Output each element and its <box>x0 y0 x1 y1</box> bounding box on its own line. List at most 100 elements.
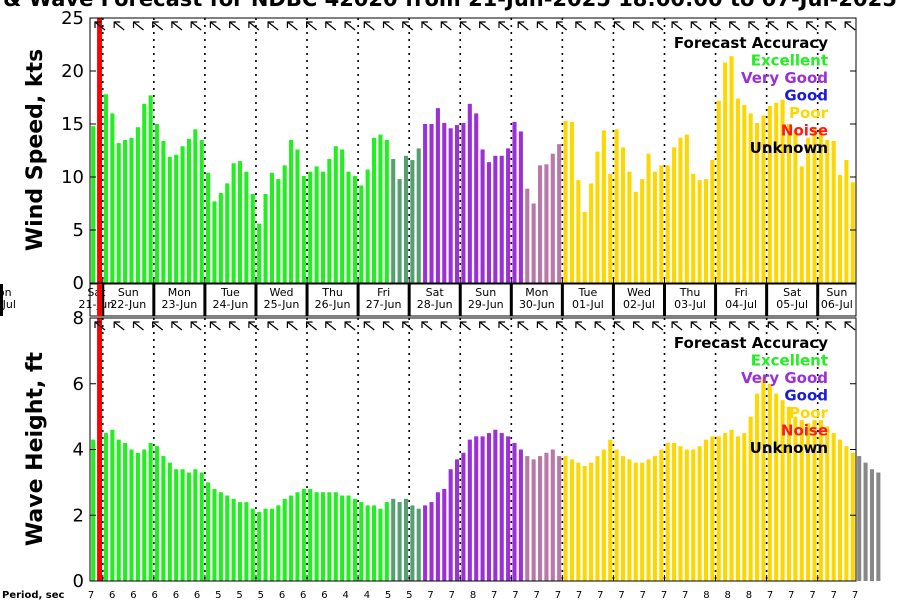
wind-bar <box>416 148 421 283</box>
wave-bar <box>365 505 370 581</box>
wave-bar <box>582 465 587 581</box>
wind-direction-arrow-icon <box>709 21 721 31</box>
date-label: 23-Jun <box>161 298 197 311</box>
wave-bar <box>237 502 243 581</box>
arrow-head <box>517 21 525 28</box>
day-divider <box>203 284 207 316</box>
wind-bar <box>365 169 370 283</box>
arrow-head <box>190 321 198 328</box>
wave-bar <box>282 498 287 581</box>
arrow-head <box>825 21 832 28</box>
wind-bar <box>257 223 262 283</box>
arrow-shaft <box>152 21 164 31</box>
arrow-shaft <box>652 21 664 31</box>
date-label: 27-Jun <box>366 298 402 311</box>
arrow-shaft <box>479 21 491 31</box>
wave-bar <box>372 505 377 581</box>
wind-direction-arrow-icon <box>498 21 510 31</box>
arrow-head <box>536 21 544 28</box>
wind-bar <box>506 148 511 283</box>
wave-bar <box>863 462 868 581</box>
wind-bar <box>435 108 440 283</box>
wave-bar <box>506 436 511 581</box>
wind-bar <box>448 128 453 283</box>
arrow-head <box>286 321 294 328</box>
day-divider <box>714 284 718 316</box>
period-value: 7 <box>788 590 794 600</box>
wind-bar <box>793 130 798 283</box>
arrow-head <box>171 21 178 28</box>
arrow-shaft <box>844 321 856 331</box>
wind-direction-arrow-icon <box>363 21 375 31</box>
wind-direction-arrow-icon <box>94 21 106 31</box>
wave-direction-arrow-icon <box>844 321 856 331</box>
arrow-head <box>229 321 236 328</box>
arrow-head <box>344 21 352 28</box>
wind-speed-panel: Wind Speed, kts 0 5 10 15 20 25 Forecast Accur… <box>23 8 857 294</box>
arrow-shaft <box>844 21 856 31</box>
wind-bar <box>550 153 555 283</box>
wave-bar <box>250 508 255 581</box>
wave-legend-item: Excellent <box>751 352 828 370</box>
arrow-shaft <box>363 21 375 31</box>
wind-bar <box>774 102 779 283</box>
wave-bar <box>806 423 811 581</box>
date-label: 03-Jul <box>674 298 706 311</box>
arrow-head <box>248 21 255 28</box>
arrow-head <box>690 321 698 328</box>
day-divider <box>611 284 615 316</box>
wave-bar <box>116 439 121 581</box>
wave-direction-arrow-icon <box>575 321 587 331</box>
wave-bar <box>410 505 415 581</box>
wind-bar <box>486 162 492 283</box>
wind-bar <box>799 166 804 283</box>
arrow-head <box>709 321 717 328</box>
wind-bar <box>723 62 728 283</box>
period-value: 7 <box>449 590 455 600</box>
wind-bar <box>429 124 434 283</box>
wave-direction-arrow-icon <box>729 321 741 331</box>
wave-bar <box>672 442 677 581</box>
arrow-head <box>325 321 332 328</box>
day-of-week-label: Sun <box>475 286 496 299</box>
day-divider <box>765 284 769 316</box>
wind-bar <box>103 94 109 283</box>
arrow-head <box>536 321 544 328</box>
arrow-shaft <box>287 21 298 31</box>
arrow-head <box>844 321 852 328</box>
wave-bar <box>723 433 728 581</box>
wave-direction-arrow-icon <box>709 321 721 331</box>
wind-direction-arrow-icon <box>786 21 798 31</box>
wave-bar <box>327 492 332 581</box>
arrow-shaft <box>229 21 241 31</box>
wind-bar <box>423 124 428 283</box>
wave-direction-arrow-icon <box>190 321 202 331</box>
wave-bar <box>123 442 128 581</box>
wind-direction-arrow-icon <box>171 21 183 31</box>
wind-bar <box>755 122 760 283</box>
arrow-shaft <box>344 321 356 331</box>
day-of-week-label: Sun <box>118 286 139 299</box>
arrow-shaft <box>671 21 683 31</box>
wind-bar <box>806 137 811 283</box>
wave-bar <box>614 449 619 581</box>
wind-bar <box>620 147 626 283</box>
arrow-head <box>344 321 352 328</box>
wind-bar <box>333 146 338 283</box>
day-divider <box>305 284 309 316</box>
wave-bar <box>563 456 568 581</box>
arrow-shaft <box>537 321 548 331</box>
wave-direction-arrow-icon <box>517 321 529 331</box>
day-divider <box>560 284 564 316</box>
wave-bar <box>218 492 223 581</box>
date-label: 02-Jul <box>623 298 655 311</box>
wind-bar <box>691 173 696 283</box>
wave-direction-arrow-icon <box>363 321 375 331</box>
wave-bar <box>774 393 779 581</box>
wave-bar <box>135 452 140 581</box>
wind-bar <box>174 154 179 283</box>
arrow-shaft <box>748 21 760 31</box>
wind-bar <box>518 131 523 283</box>
period-value: 7 <box>682 590 688 600</box>
arrow-shaft <box>575 321 587 331</box>
